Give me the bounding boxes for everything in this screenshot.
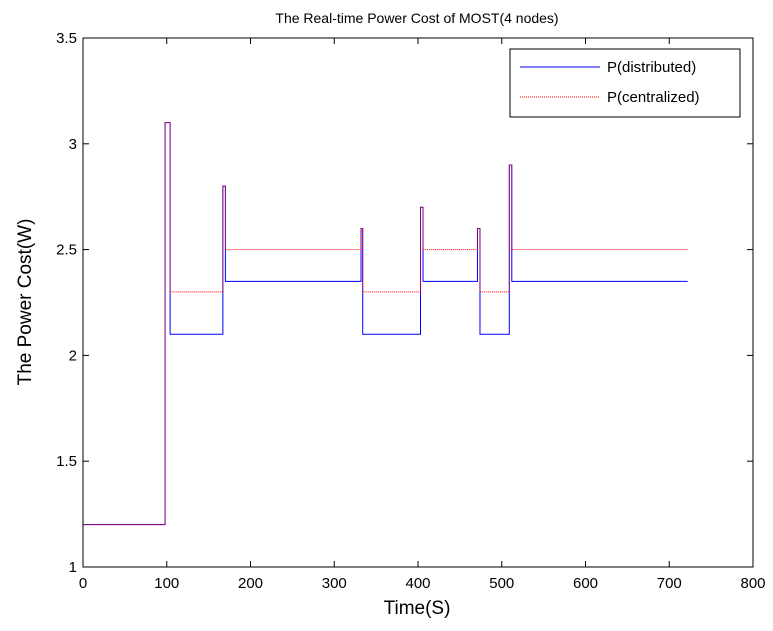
plot-lines — [83, 122, 688, 526]
x-tick-label: 0 — [79, 575, 87, 592]
x-tick-label: 700 — [657, 575, 682, 592]
x-tick-label: 500 — [489, 575, 514, 592]
x-tick-label: 400 — [405, 575, 430, 592]
legend-label-centralized: P(centralized) — [607, 89, 700, 106]
chart-title: The Real-time Power Cost of MOST(4 nodes… — [275, 10, 558, 26]
legend: P(distributed) P(centralized) — [509, 48, 741, 118]
y-axis: 1 1.5 2 2.5 3 3.5 — [56, 30, 753, 576]
y-tick-label: 3 — [69, 136, 77, 153]
y-tick-label: 1 — [69, 559, 77, 576]
legend-label-distributed: P(distributed) — [607, 59, 696, 76]
series-line-centralized — [83, 122, 688, 526]
y-tick-label: 3.5 — [56, 30, 77, 47]
series-line-distributed — [83, 122, 688, 526]
x-axis-label: Time(S) — [384, 598, 451, 619]
x-tick-label: 800 — [740, 575, 765, 592]
x-axis: 0 100 200 300 400 500 600 700 800 — [79, 38, 766, 592]
x-tick-label: 100 — [154, 575, 179, 592]
x-tick-label: 600 — [573, 575, 598, 592]
y-tick-label: 1.5 — [56, 453, 77, 470]
y-tick-label: 2 — [69, 347, 77, 364]
legend-box — [509, 48, 741, 118]
y-axis-label: The Power Cost(W) — [15, 219, 36, 386]
x-tick-label: 200 — [238, 575, 263, 592]
y-tick-label: 2.5 — [56, 242, 77, 259]
x-tick-label: 300 — [322, 575, 347, 592]
